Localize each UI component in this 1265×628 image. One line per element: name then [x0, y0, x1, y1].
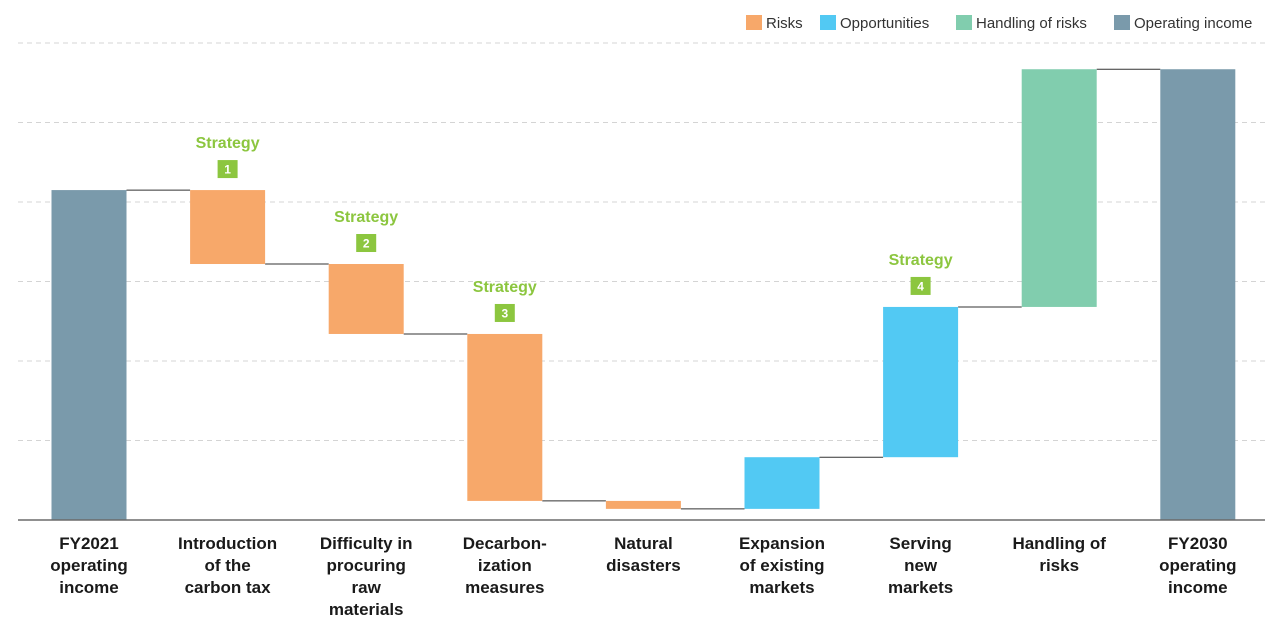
category-label: Handling of risks	[1012, 534, 1106, 575]
category-label: Serving new markets	[888, 534, 953, 597]
bar	[1022, 69, 1097, 307]
bar	[329, 264, 404, 334]
strategy-number: 2	[363, 237, 370, 251]
bar	[1160, 69, 1235, 520]
bar	[883, 307, 958, 457]
category-label: Introduction of the carbon tax	[178, 534, 277, 597]
legend-swatch	[1114, 15, 1130, 30]
bar	[52, 190, 127, 520]
legend-label: Operating income	[1134, 15, 1252, 32]
strategy-label: Strategy	[196, 135, 260, 152]
strategy-label: Strategy	[889, 252, 953, 269]
connector-lines	[127, 69, 1161, 509]
strategy-label: Strategy	[473, 279, 537, 296]
strategy-label: Strategy	[334, 209, 398, 226]
strategy-number: 3	[501, 306, 508, 320]
category-label: FY2021 operating income	[50, 534, 127, 597]
legend-swatch	[746, 15, 762, 30]
category-labels: FY2021 operating income Introduction of the c…	[50, 534, 1236, 619]
strategy-number: 1	[224, 163, 231, 177]
legend: Risks Opportunities Handling of risks Opera…	[746, 15, 1252, 32]
legend-swatch	[820, 15, 836, 30]
category-label: Expansion of existing markets	[739, 534, 825, 597]
legend-swatch	[956, 15, 972, 30]
legend-label: Opportunities	[840, 15, 929, 32]
category-label: Difficulty in procuring raw materials	[320, 534, 413, 619]
bar	[745, 457, 820, 509]
strategy-markers: Strategy 1 Strategy 2 Strategy 3 Strategy 4	[196, 135, 953, 322]
category-label: Decarbon-ization measures	[463, 534, 547, 597]
legend-label: Risks	[766, 15, 803, 32]
strategy-number: 4	[917, 279, 924, 293]
category-label: FY2030 operating income	[1159, 534, 1236, 597]
bar	[467, 334, 542, 501]
category-label: Natural disasters	[606, 534, 681, 575]
bar	[190, 190, 265, 264]
legend-label: Handling of risks	[976, 15, 1087, 32]
bar	[606, 501, 681, 509]
